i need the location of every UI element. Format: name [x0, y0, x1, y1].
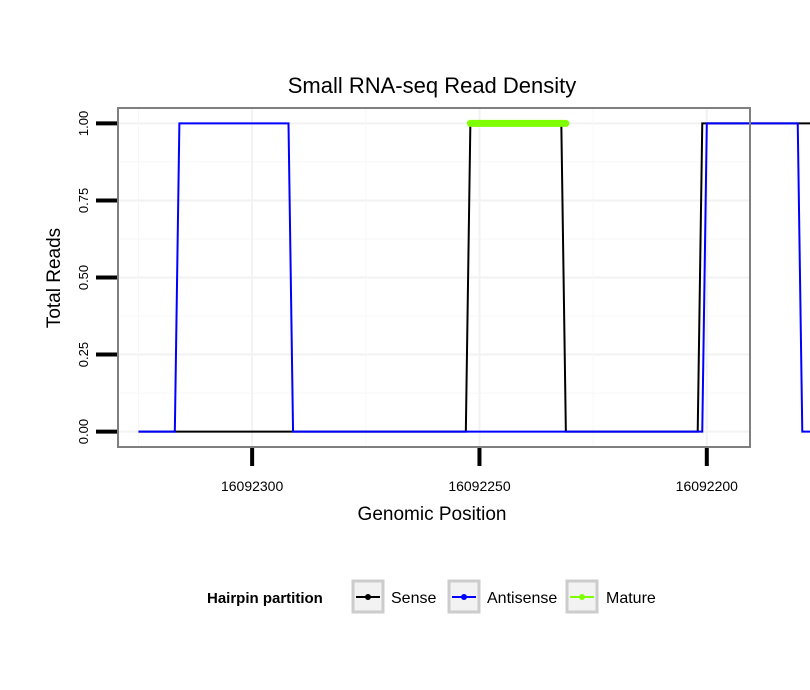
y-tick-label: 1.00	[76, 111, 91, 136]
legend-item-sense: Sense	[351, 579, 436, 614]
legend-item-antisense: Antisense	[447, 579, 557, 614]
legend-dot-mature	[579, 594, 585, 600]
chart-title: Small RNA-seq Read Density	[288, 73, 577, 98]
legend-label-antisense: Antisense	[487, 590, 557, 607]
legend-label-sense: Sense	[391, 590, 436, 607]
legend-item-mature: Mature	[565, 579, 656, 614]
y-tick-label: 0.75	[76, 188, 91, 213]
legend-dot-sense	[365, 594, 371, 600]
y-tick-label: 0.50	[76, 265, 91, 290]
y-tick-label: 0.00	[76, 419, 91, 444]
legend-dot-antisense	[461, 594, 467, 600]
x-axis-label: Genomic Position	[358, 504, 507, 525]
y-axis-label: Total Reads	[44, 228, 65, 328]
plot-area	[117, 107, 810, 448]
series-lines	[138, 119, 810, 433]
plot-border	[117, 107, 751, 448]
axes: 0.00 0.25 0.50 0.75 1.00 16092300 16092250 1609…	[76, 111, 738, 494]
legend: Hairpin partition Sense Antisense Mature	[207, 579, 656, 614]
x-tick-label: 16092200	[676, 478, 739, 494]
series-line-antisense	[138, 122, 810, 433]
legend-label-mature: Mature	[606, 590, 656, 607]
x-tick-label: 16092300	[221, 478, 284, 494]
legend-title: Hairpin partition	[207, 590, 323, 607]
y-tick-label: 0.25	[76, 342, 91, 367]
x-tick-label: 16092250	[448, 478, 511, 494]
